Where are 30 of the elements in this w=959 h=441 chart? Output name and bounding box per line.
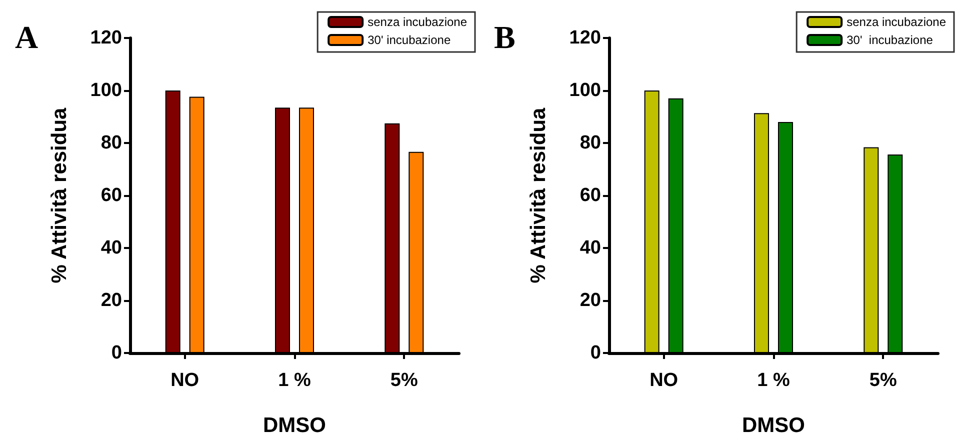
x-tick-label: NO	[170, 370, 200, 391]
y-axis-title: % Attività residua	[527, 107, 550, 284]
y-tick-label: 80	[580, 132, 601, 154]
x-tick-label: 5%	[390, 370, 418, 391]
y-tick-label: 100	[90, 80, 122, 101]
y-tick-label: 60	[100, 185, 122, 206]
legend-label: 30' incubazione	[846, 33, 934, 47]
y-tick-label: 40	[580, 238, 601, 258]
chart-title: B	[494, 19, 516, 55]
x-axis-title: DMSO	[263, 414, 326, 437]
y-tick-label: 20	[580, 290, 601, 311]
legend-label: senza incubazione	[368, 15, 468, 29]
y-tick-label: 120	[569, 28, 601, 48]
y-tick-label: 40	[100, 238, 122, 258]
chart-title: A	[15, 19, 38, 55]
x-tick-label: 5%	[869, 370, 897, 391]
y-tick-label: 60	[580, 185, 601, 206]
y-tick-label: 120	[90, 28, 122, 48]
x-tick-label: 1 %	[278, 370, 311, 391]
y-tick-label: 20	[100, 290, 122, 311]
x-tick-label: 1 %	[757, 370, 790, 391]
y-tick-label: 100	[569, 80, 601, 101]
x-tick-label: NO	[650, 370, 678, 391]
y-axis-title: % Attività residua	[48, 107, 71, 284]
y-tick-label: 0	[590, 342, 601, 364]
y-tick-label: 80	[100, 132, 122, 154]
legend-label: senza incubazione	[846, 15, 946, 29]
y-tick-label: 0	[111, 342, 122, 364]
legend-label: 30' incubazione	[368, 33, 451, 47]
x-axis-title: DMSO	[742, 414, 805, 437]
